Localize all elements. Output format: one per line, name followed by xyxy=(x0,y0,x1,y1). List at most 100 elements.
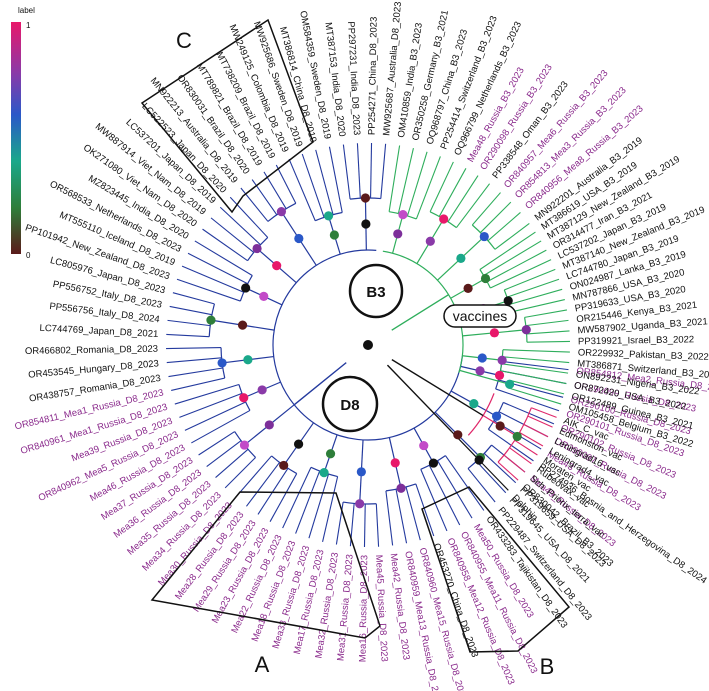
node-support-marker xyxy=(439,214,449,224)
tip-branch xyxy=(502,349,570,353)
tip-label: Mea45_Russia_D8_2023 xyxy=(373,554,390,662)
node-support-marker xyxy=(329,230,339,240)
clade-d8: D8 xyxy=(321,375,379,433)
tip-branch xyxy=(501,363,569,374)
node-support-marker xyxy=(241,283,251,293)
tip-branch xyxy=(526,340,570,343)
tip-branch xyxy=(224,457,256,489)
node-support-marker xyxy=(479,231,489,242)
box-b-label: B xyxy=(540,654,555,679)
tip-branch xyxy=(251,179,278,216)
tip-branch xyxy=(525,319,569,327)
legend-title: label xyxy=(18,6,35,15)
node-support-marker xyxy=(503,296,513,306)
tip-label: OR466802_Romania_D8_2023 xyxy=(25,344,158,357)
tip-branch xyxy=(487,212,521,242)
tip-branch xyxy=(510,380,565,395)
tip-branch xyxy=(169,305,213,316)
tip-branch xyxy=(509,288,563,306)
node-support-marker xyxy=(393,229,403,239)
tip-branch xyxy=(194,240,253,276)
tip-branch xyxy=(420,469,448,532)
tip-branch xyxy=(486,249,547,283)
box-c: C xyxy=(140,18,314,214)
tip-branch xyxy=(275,164,297,204)
tip-labels: OR854812_Mea2_Russia_D8_2023OR290099_Rus… xyxy=(14,1,709,691)
tip-branch xyxy=(494,222,530,250)
tip-branch xyxy=(301,153,325,218)
tip-branch xyxy=(471,192,501,226)
legend-min-label: 0 xyxy=(26,251,31,260)
tip-label: PP319921_Israel_B3_2022 xyxy=(578,334,694,347)
tip-branch xyxy=(179,392,243,418)
node-support-marker xyxy=(419,440,429,451)
tip-branch xyxy=(328,146,343,213)
node-support-marker xyxy=(453,430,463,440)
tip-branch xyxy=(385,490,394,546)
tip-branch xyxy=(375,503,380,547)
tip-branch xyxy=(166,347,222,350)
tip-branch xyxy=(437,460,473,519)
node-support-marker xyxy=(398,210,408,220)
tip-branch xyxy=(198,431,235,456)
node-support-marker xyxy=(480,273,491,284)
tip-branch xyxy=(428,465,461,526)
tip-branch xyxy=(497,461,519,481)
tip-branch xyxy=(240,187,269,222)
tip-branch xyxy=(308,473,330,539)
tip-branch xyxy=(406,151,428,217)
tip-label: Mea16_Russia_D8_2023 xyxy=(357,555,370,662)
tip-branch xyxy=(171,377,225,391)
node-support-marker xyxy=(505,379,515,389)
node-support-marker xyxy=(319,468,329,478)
node-support-marker xyxy=(489,328,500,338)
clade-d8-label: D8 xyxy=(340,397,359,414)
node-support-marker xyxy=(279,460,289,471)
node-support-marker xyxy=(217,358,227,368)
tip-branch xyxy=(295,470,321,534)
tip-branch xyxy=(174,383,240,405)
tip-branch xyxy=(495,388,560,412)
node-support-marker xyxy=(239,440,250,450)
node-support-marker xyxy=(276,207,287,217)
vaccines-callout: vaccines xyxy=(443,304,517,328)
tip-branch xyxy=(245,462,280,507)
node-support-marker xyxy=(257,385,267,395)
tip-branch xyxy=(514,439,538,456)
node-support-marker xyxy=(325,449,336,459)
tip-branch xyxy=(342,144,351,200)
root-branch xyxy=(386,364,452,432)
tip-label: PP297231_India_D8_2023 xyxy=(345,21,362,136)
tip-branch xyxy=(168,367,223,378)
tip-branch xyxy=(524,309,568,318)
tip-branch xyxy=(405,486,421,541)
tip-branch xyxy=(395,489,408,544)
tip-branch xyxy=(447,175,479,223)
node-support-marker xyxy=(456,253,466,263)
box-c-label: C xyxy=(176,28,192,53)
tip-branch xyxy=(523,423,549,438)
clade-b3-label: B3 xyxy=(366,284,385,301)
tip-branch xyxy=(388,145,401,212)
tip-branch xyxy=(335,501,344,545)
tip-branch xyxy=(206,440,242,468)
tip-branch xyxy=(504,268,556,291)
legend-max-label: 1 xyxy=(26,21,31,30)
tip-branch xyxy=(370,143,373,199)
node-support-marker xyxy=(361,219,371,229)
node-support-marker xyxy=(356,467,366,477)
clade-backbone-arc xyxy=(467,393,495,436)
tip-branch xyxy=(415,483,435,537)
root-branch xyxy=(391,294,449,331)
node-support-marker xyxy=(474,455,484,465)
node-support-marker xyxy=(495,421,505,431)
node-support-marker xyxy=(428,458,439,468)
root-node xyxy=(363,340,373,350)
node-support-marker xyxy=(463,283,473,293)
tip-branch xyxy=(531,407,557,418)
tip-branch xyxy=(506,278,560,298)
box-a-label: A xyxy=(255,652,270,677)
node-support-marker xyxy=(264,420,274,430)
tip-branch xyxy=(229,196,269,238)
tip-branch xyxy=(288,158,316,221)
